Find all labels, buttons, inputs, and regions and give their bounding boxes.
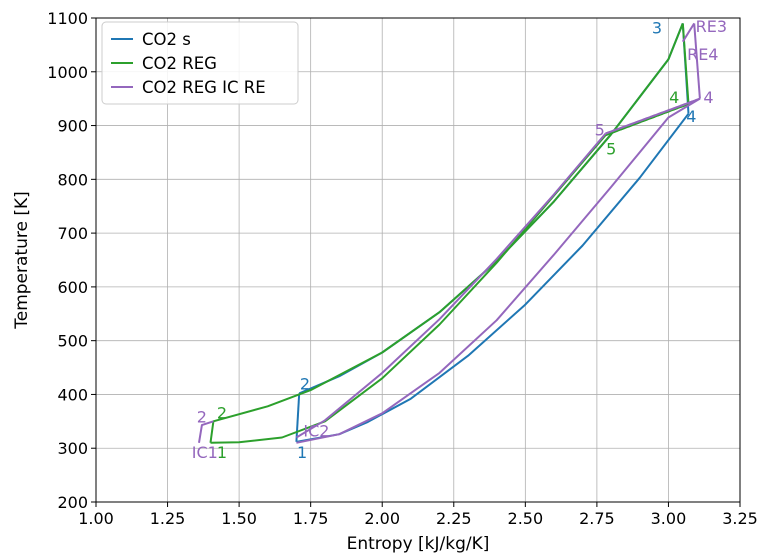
point-label: 3: [652, 18, 662, 37]
series-line-segment: [295, 132, 607, 439]
series-line-segment: [198, 420, 214, 443]
series-2: [198, 22, 701, 444]
series-lines: [198, 22, 701, 444]
point-label: IC1: [192, 443, 218, 462]
legend-label: CO2 REG: [142, 54, 217, 73]
y-tick-label: 300: [57, 439, 88, 458]
x-tick-label: 2.00: [364, 509, 400, 528]
series-line-segment: [693, 23, 701, 99]
x-tick-label: 1.50: [221, 509, 257, 528]
point-label: 2: [300, 374, 310, 393]
x-tick-label: 3.25: [722, 509, 758, 528]
y-tick-label: 600: [57, 278, 88, 297]
axes: 1.00 1.25 1.50 1.75 2.00 2.25 2.50 2.75 3.00 3.25…: [47, 9, 758, 528]
point-label: RE4: [687, 45, 718, 64]
x-tick-label: 1.75: [293, 509, 329, 528]
point-label: 5: [595, 120, 605, 139]
x-tick-label: 2.50: [508, 509, 544, 528]
series-line-segment: [681, 22, 696, 43]
y-tick-label: 200: [57, 493, 88, 512]
point-label: 1: [217, 443, 227, 462]
point-label: 2: [217, 403, 227, 422]
series-line-segment: [210, 134, 607, 444]
series-line-segment: [295, 393, 301, 442]
x-tick-label: 2.25: [436, 509, 472, 528]
x-tick-label: 1.00: [78, 509, 114, 528]
y-tick-label: 500: [57, 332, 88, 351]
point-label: RE3: [696, 17, 727, 36]
series-line-segment: [296, 97, 701, 444]
y-tick-label: 700: [57, 224, 88, 243]
x-tick-label: 1.25: [150, 509, 186, 528]
legend-box: [101, 21, 299, 105]
point-label: 1: [297, 443, 307, 462]
y-tick-label: 1000: [47, 63, 88, 82]
y-tick-label: 400: [57, 385, 88, 404]
point-label: 4: [686, 107, 696, 126]
y-axis-label: Temperature [K]: [12, 191, 32, 330]
y-tick-label: 800: [57, 170, 88, 189]
series-dashed-segment: [605, 97, 701, 135]
point-label: IC2: [303, 422, 329, 441]
y-tick-label: 900: [57, 117, 88, 136]
point-label: 4: [703, 88, 713, 107]
x-axis-label: Entropy [kJ/kg/K]: [347, 534, 490, 554]
x-tick-label: 3.00: [651, 509, 687, 528]
series-dashed-segment: [605, 103, 689, 137]
series-1: [209, 23, 690, 444]
point-label: 4: [669, 88, 679, 107]
legend-label: CO2 REG IC RE: [142, 78, 266, 97]
point-label: 2: [197, 408, 207, 427]
legend: CO2 s CO2 REG CO2 REG IC RE: [101, 21, 299, 105]
x-tick-label: 2.75: [579, 509, 615, 528]
series-line-segment: [209, 23, 684, 443]
series-line-segment: [681, 23, 690, 105]
point-label: 5: [606, 139, 616, 158]
legend-label: CO2 s: [142, 30, 191, 49]
y-tick-label: 1100: [47, 9, 88, 28]
plot-frame: [95, 17, 741, 503]
